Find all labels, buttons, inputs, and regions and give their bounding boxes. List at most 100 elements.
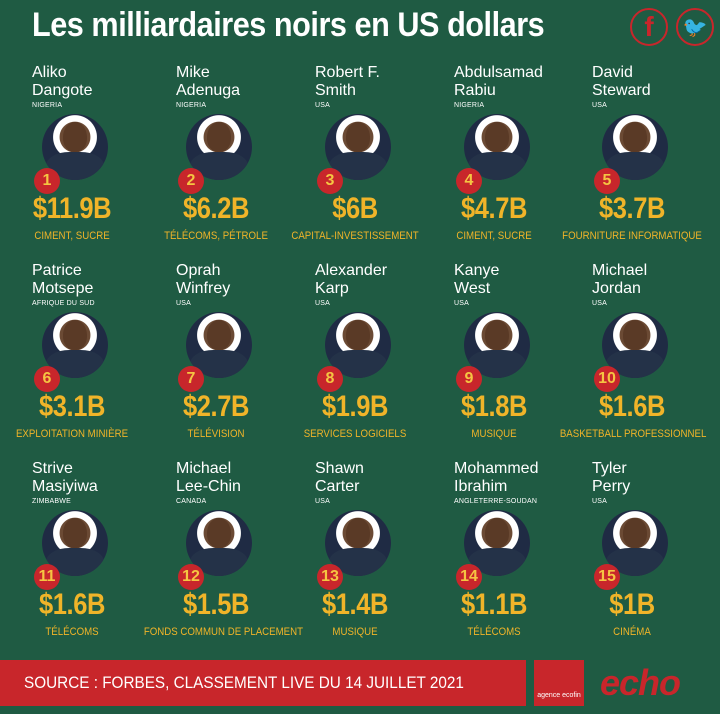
last-name: Jordan [592, 280, 641, 297]
billionaire-card: Patrice Motsepe AFRIQUE DU SUD 6 $3.1B EXPLOI… [0, 262, 144, 458]
country-label: USA [315, 300, 330, 307]
country-label: CANADA [176, 498, 207, 505]
last-name: Adenuga [176, 82, 241, 99]
net-worth: $1.5B [183, 588, 249, 621]
net-worth: $1.4B [322, 588, 388, 621]
billionaire-name: Alexander Karp [315, 262, 425, 298]
facebook-icon[interactable]: f [630, 8, 668, 46]
net-worth: $3.1B [39, 390, 105, 423]
net-worth: $3.7B [599, 192, 665, 225]
last-name: Rabiu [454, 82, 496, 99]
twitter-icon[interactable]: 🐦 [676, 8, 714, 46]
billionaire-card: Shawn Carter USA 13 $1.4B MUSIQUE [283, 460, 427, 656]
first-name: Michael [592, 262, 648, 279]
billionaire-name: Robert F. Smith [315, 64, 425, 100]
rank-badge: 10 [594, 366, 620, 392]
sector-label: MUSIQUE [471, 428, 517, 440]
sector-label: EXPLOITATION MINIÈRE [15, 428, 129, 440]
billionaire-name: Michael Lee-Chin [176, 460, 286, 496]
first-name: Alexander [315, 262, 388, 279]
sector-label: SERVICES LOGICIELS [303, 428, 407, 440]
sector-label: TÉLÉVISION [187, 428, 245, 440]
net-worth: $1B [609, 588, 655, 621]
first-name: David [592, 64, 633, 81]
sector-label: TÉLÉCOMS, PÉTROLE [164, 230, 268, 242]
billionaire-name: Aliko Dangote [32, 64, 142, 100]
sector-label: FOURNITURE INFORMATIQUE [562, 230, 702, 242]
billionaire-name: Kanye West [454, 262, 564, 298]
billionaire-card: Aliko Dangote NIGERIA 1 $11.9B CIMENT, SUCRE [0, 64, 144, 260]
billionaire-card: Mohammed Ibrahim ANGLETERRE-SOUDAN 14 $1.1B T… [422, 460, 566, 656]
last-name: Steward [592, 82, 651, 99]
sector-label: CIMENT, SUCRE [34, 230, 110, 242]
rank-badge: 6 [34, 366, 60, 392]
billionaire-card: Michael Lee-Chin CANADA 12 $1.5B FONDS COMMUN… [144, 460, 303, 656]
country-label: ANGLETERRE-SOUDAN [454, 498, 538, 505]
country-label: AFRIQUE DU SUD [32, 300, 95, 307]
net-worth: $1.8B [461, 390, 527, 423]
rank-badge: 14 [456, 564, 482, 590]
portrait-photo [602, 510, 668, 576]
billionaire-name: Oprah Winfrey [176, 262, 286, 298]
billionaire-name: Mohammed Ibrahim [454, 460, 564, 496]
billionaire-card: Oprah Winfrey USA 7 $2.7B TÉLÉVISION [144, 262, 288, 458]
last-name: West [454, 280, 491, 297]
first-name: Tyler [592, 460, 627, 477]
country-label: USA [176, 300, 191, 307]
page-title: Les milliardaires noirs en US dollars [32, 6, 545, 44]
net-worth: $1.1B [461, 588, 527, 621]
rank-badge: 1 [34, 168, 60, 194]
net-worth: $1.9B [322, 390, 388, 423]
rank-badge: 8 [317, 366, 343, 392]
sector-label: BASKETBALL PROFESSIONNEL [559, 428, 707, 440]
country-label: USA [315, 498, 330, 505]
last-name: Motsepe [32, 280, 94, 297]
billionaire-card: Tyler Perry USA 15 $1B CINÉMA [560, 460, 704, 656]
agence-ecofin-logo: agence ecofin [534, 660, 584, 706]
billionaire-card: Alexander Karp USA 8 $1.9B SERVICES LOGICIELS [283, 262, 427, 458]
last-name: Karp [315, 280, 349, 297]
billionaire-card: David Steward USA 5 $3.7B FOURNITURE INFORMAT… [560, 64, 704, 260]
source-banner: SOURCE : FORBES, CLASSEMENT LIVE DU 14 J… [0, 660, 526, 706]
rank-badge: 7 [178, 366, 204, 392]
billionaire-card: Robert F. Smith USA 3 $6B CAPITAL-INVESTISSEM… [283, 64, 427, 260]
rank-badge: 12 [178, 564, 204, 590]
last-name: Smith [315, 82, 356, 99]
first-name: Aliko [32, 64, 67, 81]
country-label: USA [592, 300, 607, 307]
billionaire-name: Mike Adenuga [176, 64, 286, 100]
billionaire-card: Kanye West USA 9 $1.8B MUSIQUE [422, 262, 566, 458]
first-name: Oprah [176, 262, 221, 279]
sector-label: CIMENT, SUCRE [456, 230, 532, 242]
first-name: Robert F. [315, 64, 380, 81]
first-name: Mohammed [454, 460, 539, 477]
billionaire-name: Patrice Motsepe [32, 262, 142, 298]
sector-label: TÉLÉCOMS [45, 626, 99, 638]
net-worth: $6B [332, 192, 378, 225]
last-name: Perry [592, 478, 631, 495]
rank-badge: 5 [594, 168, 620, 194]
first-name: Strive [32, 460, 73, 477]
first-name: Patrice [32, 262, 82, 279]
net-worth: $4.7B [461, 192, 527, 225]
country-label: NIGERIA [176, 102, 207, 109]
last-name: Ibrahim [454, 478, 508, 495]
sector-label: CINÉMA [613, 626, 651, 638]
billionaire-card: Michael Jordan USA 10 $1.6B BASKETBALL PROFES… [559, 262, 707, 458]
first-name: Kanye [454, 262, 500, 279]
sector-label: TÉLÉCOMS [467, 626, 521, 638]
billionaire-name: Abdulsamad Rabiu [454, 64, 564, 100]
last-name: Winfrey [176, 280, 231, 297]
net-worth: $6.2B [183, 192, 249, 225]
net-worth: $11.9B [32, 192, 112, 225]
last-name: Dangote [32, 82, 93, 99]
first-name: Michael [176, 460, 232, 477]
net-worth: $1.6B [39, 588, 105, 621]
billionaire-name: Michael Jordan [592, 262, 702, 298]
portrait-photo [186, 114, 252, 180]
rank-badge: 13 [317, 564, 343, 590]
rank-badge: 2 [178, 168, 204, 194]
country-label: USA [454, 300, 469, 307]
rank-badge: 11 [34, 564, 60, 590]
billionaire-name: Strive Masiyiwa [32, 460, 142, 496]
